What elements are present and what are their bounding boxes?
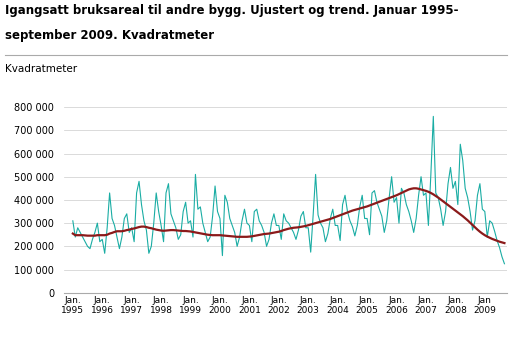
- Bruksareal andre bygg, ujustert: [325, 231, 331, 236]
- Line: Bruksareal andre bygg, trend: Bruksareal andre bygg, trend: [73, 188, 504, 243]
- Bruksareal andre bygg, trend: [207, 233, 213, 237]
- Bruksareal andre bygg, ujustert: [193, 172, 199, 176]
- Text: Kvadratmeter: Kvadratmeter: [5, 64, 77, 74]
- Bruksareal andre bygg, ujustert: [335, 223, 341, 228]
- Bruksareal andre bygg, ujustert: [383, 218, 390, 223]
- Bruksareal andre bygg, trend: [335, 214, 341, 218]
- Bruksareal andre bygg, trend: [440, 199, 446, 203]
- Bruksareal andre bygg, trend: [383, 197, 390, 201]
- Bruksareal andre bygg, trend: [325, 217, 331, 222]
- Bruksareal andre bygg, trend: [411, 186, 417, 191]
- Line: Bruksareal andre bygg, ujustert: Bruksareal andre bygg, ujustert: [73, 116, 504, 264]
- Text: september 2009. Kvadratmeter: september 2009. Kvadratmeter: [5, 29, 214, 41]
- Bruksareal andre bygg, ujustert: [430, 114, 436, 119]
- Bruksareal andre bygg, ujustert: [440, 223, 446, 228]
- Bruksareal andre bygg, trend: [501, 241, 507, 245]
- Bruksareal andre bygg, trend: [193, 230, 199, 235]
- Bruksareal andre bygg, ujustert: [70, 218, 76, 223]
- Text: Igangsatt bruksareal til andre bygg. Ujustert og trend. Januar 1995-: Igangsatt bruksareal til andre bygg. Uju…: [5, 4, 459, 16]
- Bruksareal andre bygg, trend: [70, 231, 76, 236]
- Bruksareal andre bygg, ujustert: [501, 262, 507, 266]
- Bruksareal andre bygg, ujustert: [207, 235, 213, 239]
